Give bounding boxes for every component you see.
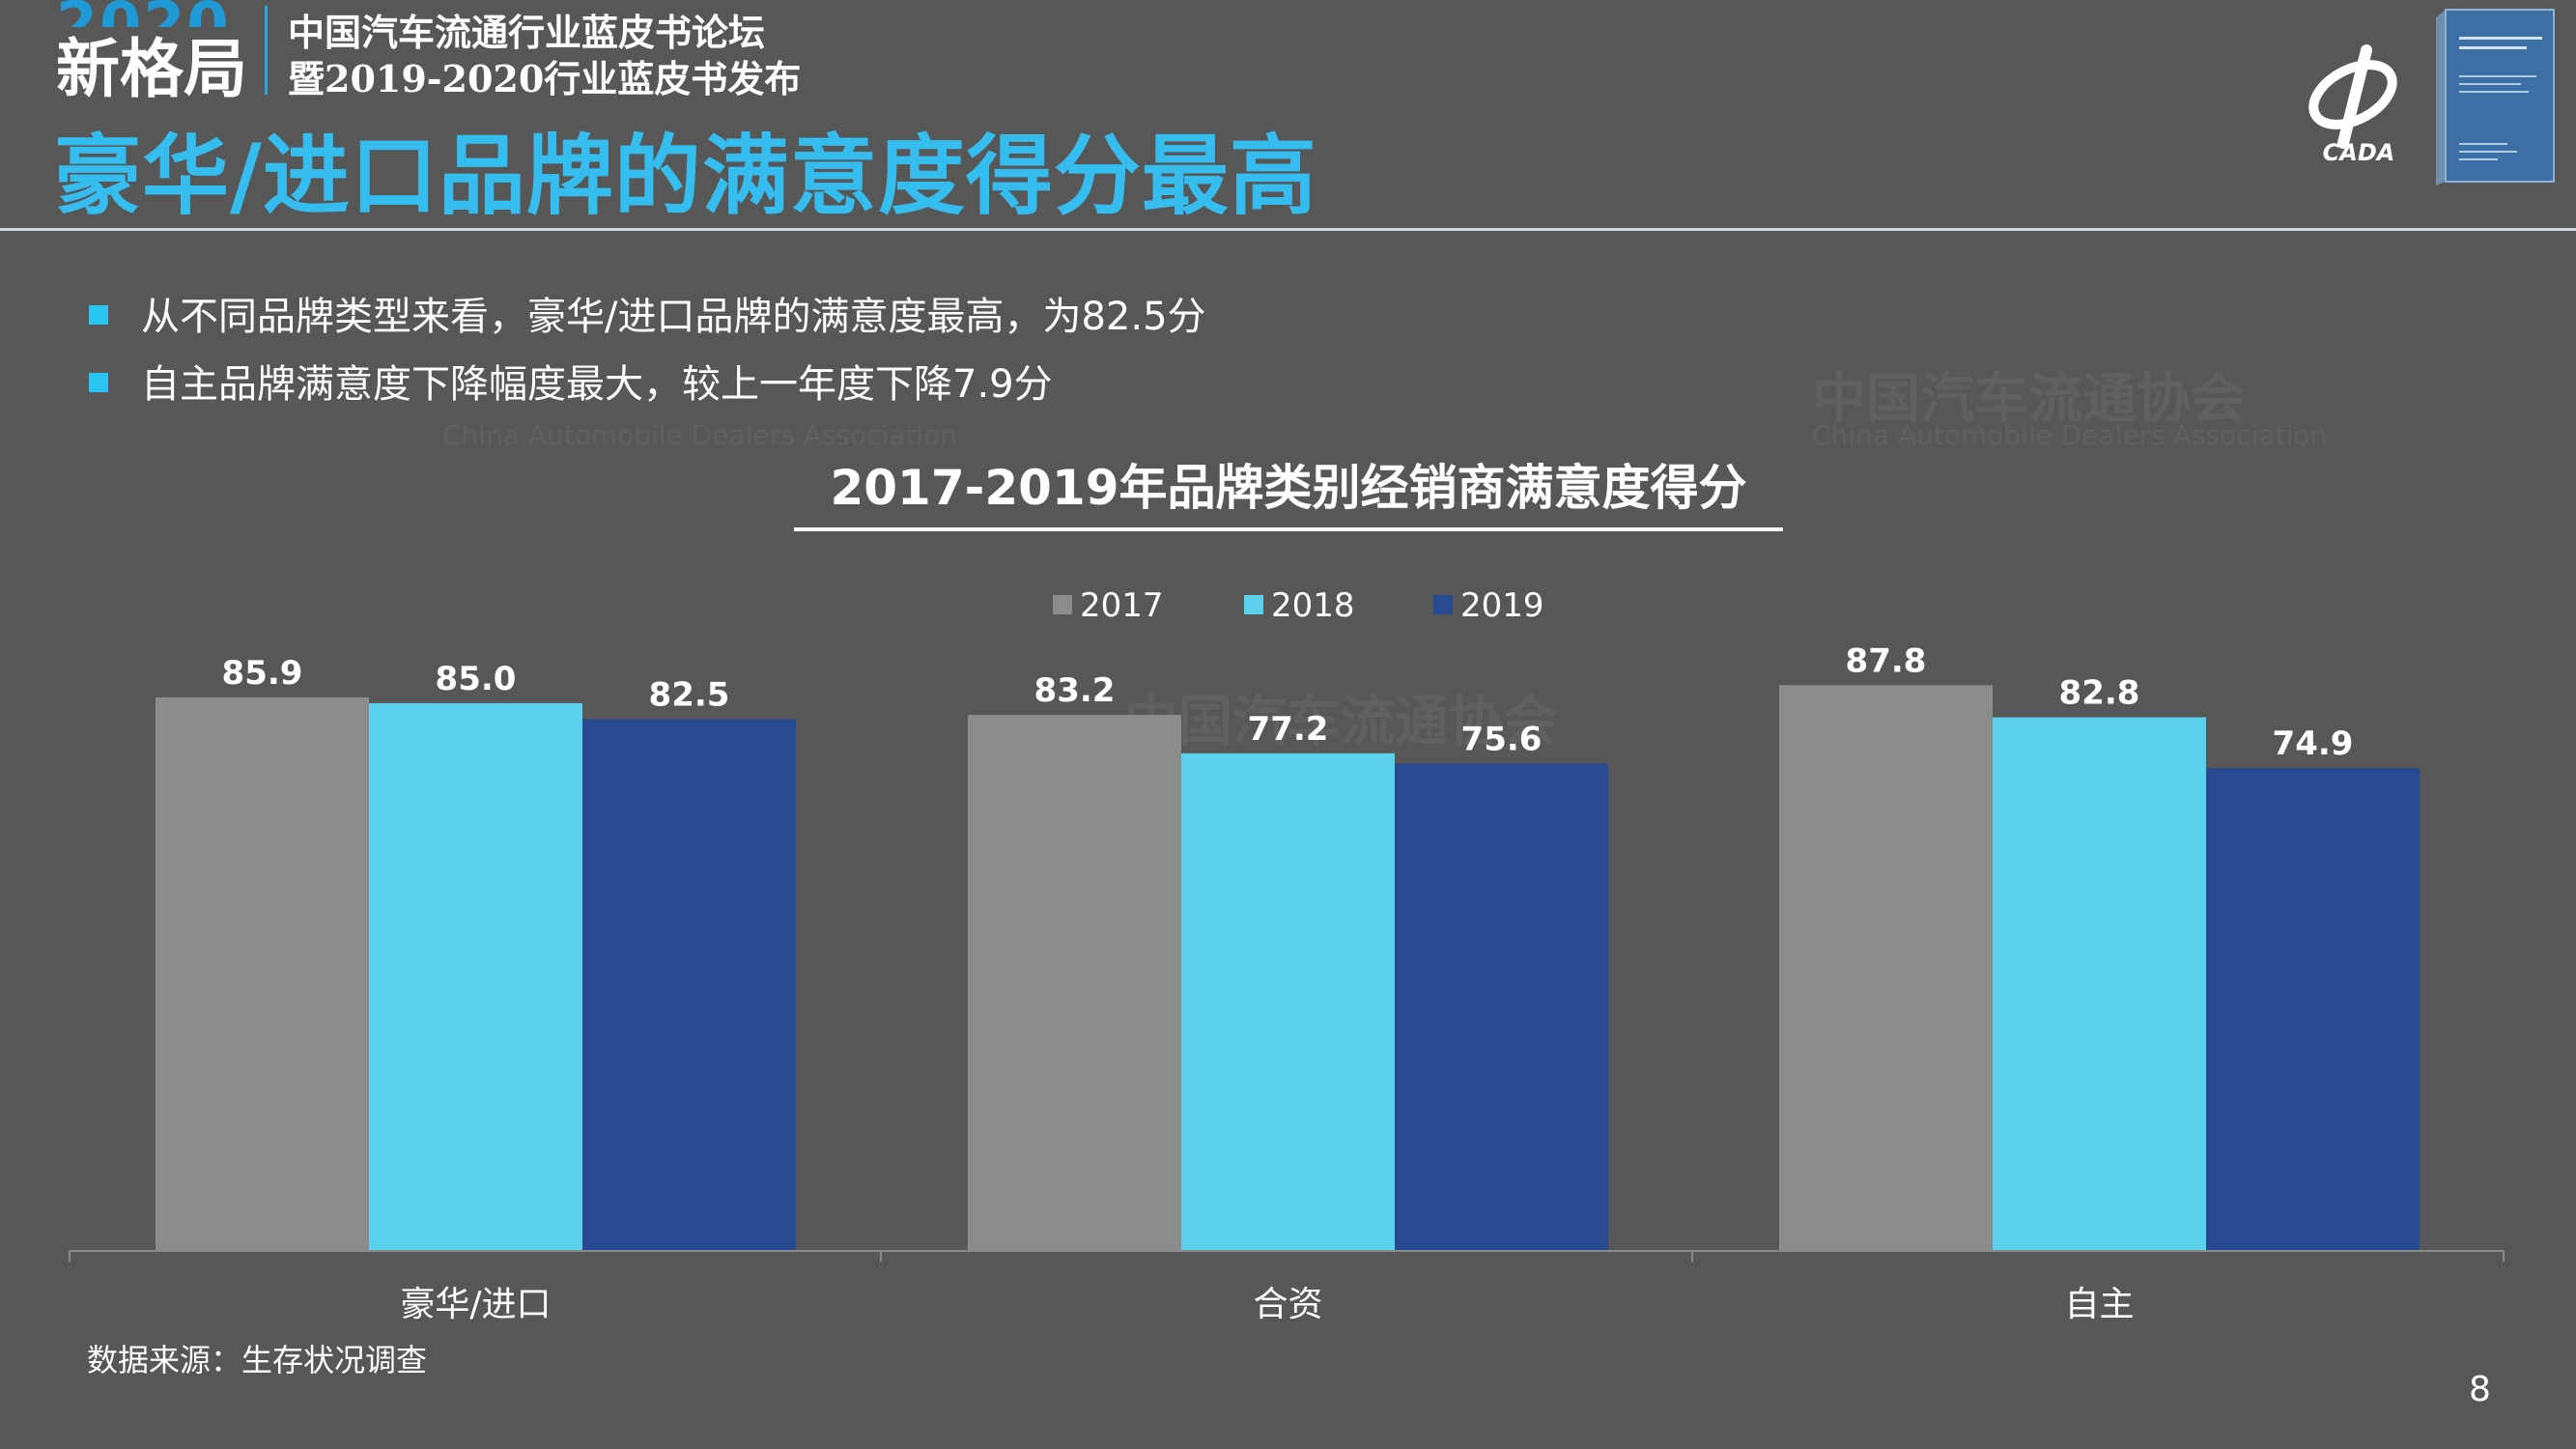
bar-2018-1 [1181, 753, 1395, 1250]
bullet-item: 从不同品牌类型来看，豪华/进口品牌的满意度最高，为82.5分 [89, 292, 1206, 342]
data-label: 74.9 [2273, 724, 2354, 763]
forum-title: 中国汽车流通行业蓝皮书论坛 暨2019-2020行业蓝皮书发布 [288, 10, 801, 102]
cada-logo-icon: CADA [2308, 44, 2397, 164]
bullet-square-icon [89, 373, 108, 392]
watermark-name: 中国汽车流通协会 [1124, 690, 1557, 753]
bar-2018-0 [369, 702, 582, 1250]
data-label: 82.5 [649, 676, 730, 715]
data-label: 85.0 [436, 660, 517, 698]
data-label: 77.2 [1248, 710, 1329, 749]
header-year-mark: 2020 [56, 0, 231, 27]
bar-2017-0 [156, 696, 369, 1250]
chart-title: 2017-2019年品牌类别经销商满意度得分 [830, 460, 1747, 516]
bar-2019-1 [1395, 763, 1608, 1250]
header-rule [0, 228, 2576, 231]
bullet-item: 自主品牌满意度下降幅度最大，较上一年度下降7.9分 [89, 359, 1053, 410]
watermark-english: China Automobile Dealers Association [442, 419, 958, 451]
data-label: 87.8 [1846, 641, 1927, 680]
category-label: 豪华/进口 [400, 1285, 551, 1324]
legend-item-2017: 2017 [1053, 583, 1164, 628]
bluebook-cover-icon [2436, 9, 2555, 185]
bar-2017-1 [968, 714, 1181, 1250]
bullet-text: 从不同品牌类型来看，豪华/进口品牌的满意度最高，为82.5分 [141, 295, 1206, 339]
header-tagline: 新格局 [56, 32, 247, 106]
legend-item-2018: 2018 [1244, 583, 1355, 628]
bar-2019-2 [2206, 768, 2420, 1250]
legend-swatch [1433, 594, 1453, 614]
bullet-text: 自主品牌满意度下降幅度最大，较上一年度下降7.9分 [141, 362, 1053, 407]
page-title: 豪华/进口品牌的满意度得分最高 [54, 126, 1317, 227]
chart-title-underline [794, 527, 1783, 531]
legend-label: 2019 [1460, 586, 1544, 625]
bar-2017-2 [1779, 685, 1993, 1250]
legend-swatch [1053, 594, 1072, 614]
legend-label: 2018 [1271, 586, 1355, 625]
page-number: 8 [2469, 1370, 2491, 1409]
watermark-english: China Automobile Dealers Association [1812, 419, 2328, 451]
data-label: 83.2 [1034, 671, 1116, 710]
bullet-square-icon [89, 305, 108, 325]
header-divider [265, 6, 268, 95]
category-label: 自主 [2064, 1285, 2134, 1324]
cada-logo-text: CADA [2323, 139, 2395, 164]
forum-title-line1: 中国汽车流通行业蓝皮书论坛 [288, 11, 766, 54]
data-label: 85.9 [222, 654, 303, 693]
bar-2018-2 [1993, 717, 2206, 1250]
data-source-note: 数据来源：生存状况调查 [87, 1342, 428, 1378]
bar-2019-0 [582, 719, 796, 1250]
legend-swatch [1244, 594, 1263, 614]
watermark-name: 中国汽车流通协会 [1812, 367, 2245, 431]
legend-label: 2017 [1080, 586, 1164, 625]
category-label: 合资 [1253, 1285, 1322, 1324]
legend-item-2019: 2019 [1433, 583, 1544, 628]
data-label: 75.6 [1461, 721, 1543, 759]
data-label: 82.8 [2059, 674, 2140, 713]
forum-title-line2: 暨2019-2020行业蓝皮书发布 [288, 57, 802, 100]
